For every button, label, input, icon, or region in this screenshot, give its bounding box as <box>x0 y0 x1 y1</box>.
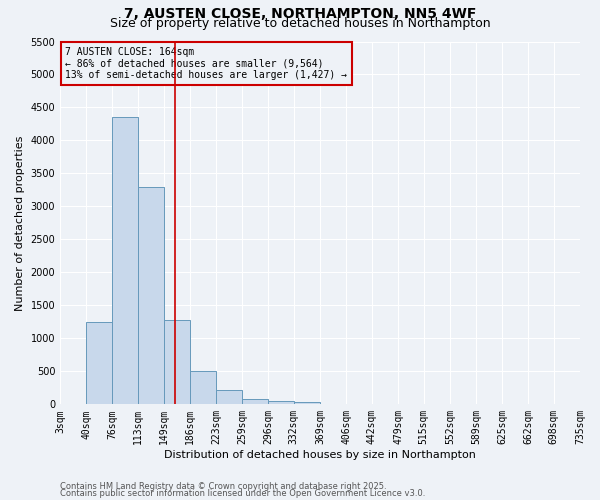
Text: Size of property relative to detached houses in Northampton: Size of property relative to detached ho… <box>110 18 490 30</box>
Bar <box>268 401 294 404</box>
Text: 7 AUSTEN CLOSE: 164sqm
← 86% of detached houses are smaller (9,564)
13% of semi-: 7 AUSTEN CLOSE: 164sqm ← 86% of detached… <box>65 47 347 80</box>
Bar <box>86 322 112 404</box>
Y-axis label: Number of detached properties: Number of detached properties <box>15 135 25 310</box>
Text: Contains HM Land Registry data © Crown copyright and database right 2025.: Contains HM Land Registry data © Crown c… <box>60 482 386 491</box>
Bar <box>112 118 138 405</box>
Bar <box>138 186 164 404</box>
Bar <box>190 372 217 404</box>
Text: 7, AUSTEN CLOSE, NORTHAMPTON, NN5 4WF: 7, AUSTEN CLOSE, NORTHAMPTON, NN5 4WF <box>124 8 476 22</box>
Text: Contains public sector information licensed under the Open Government Licence v3: Contains public sector information licen… <box>60 490 425 498</box>
Bar <box>217 390 242 404</box>
Bar <box>242 399 268 404</box>
Bar <box>164 320 190 404</box>
Bar <box>294 402 320 404</box>
X-axis label: Distribution of detached houses by size in Northampton: Distribution of detached houses by size … <box>164 450 476 460</box>
